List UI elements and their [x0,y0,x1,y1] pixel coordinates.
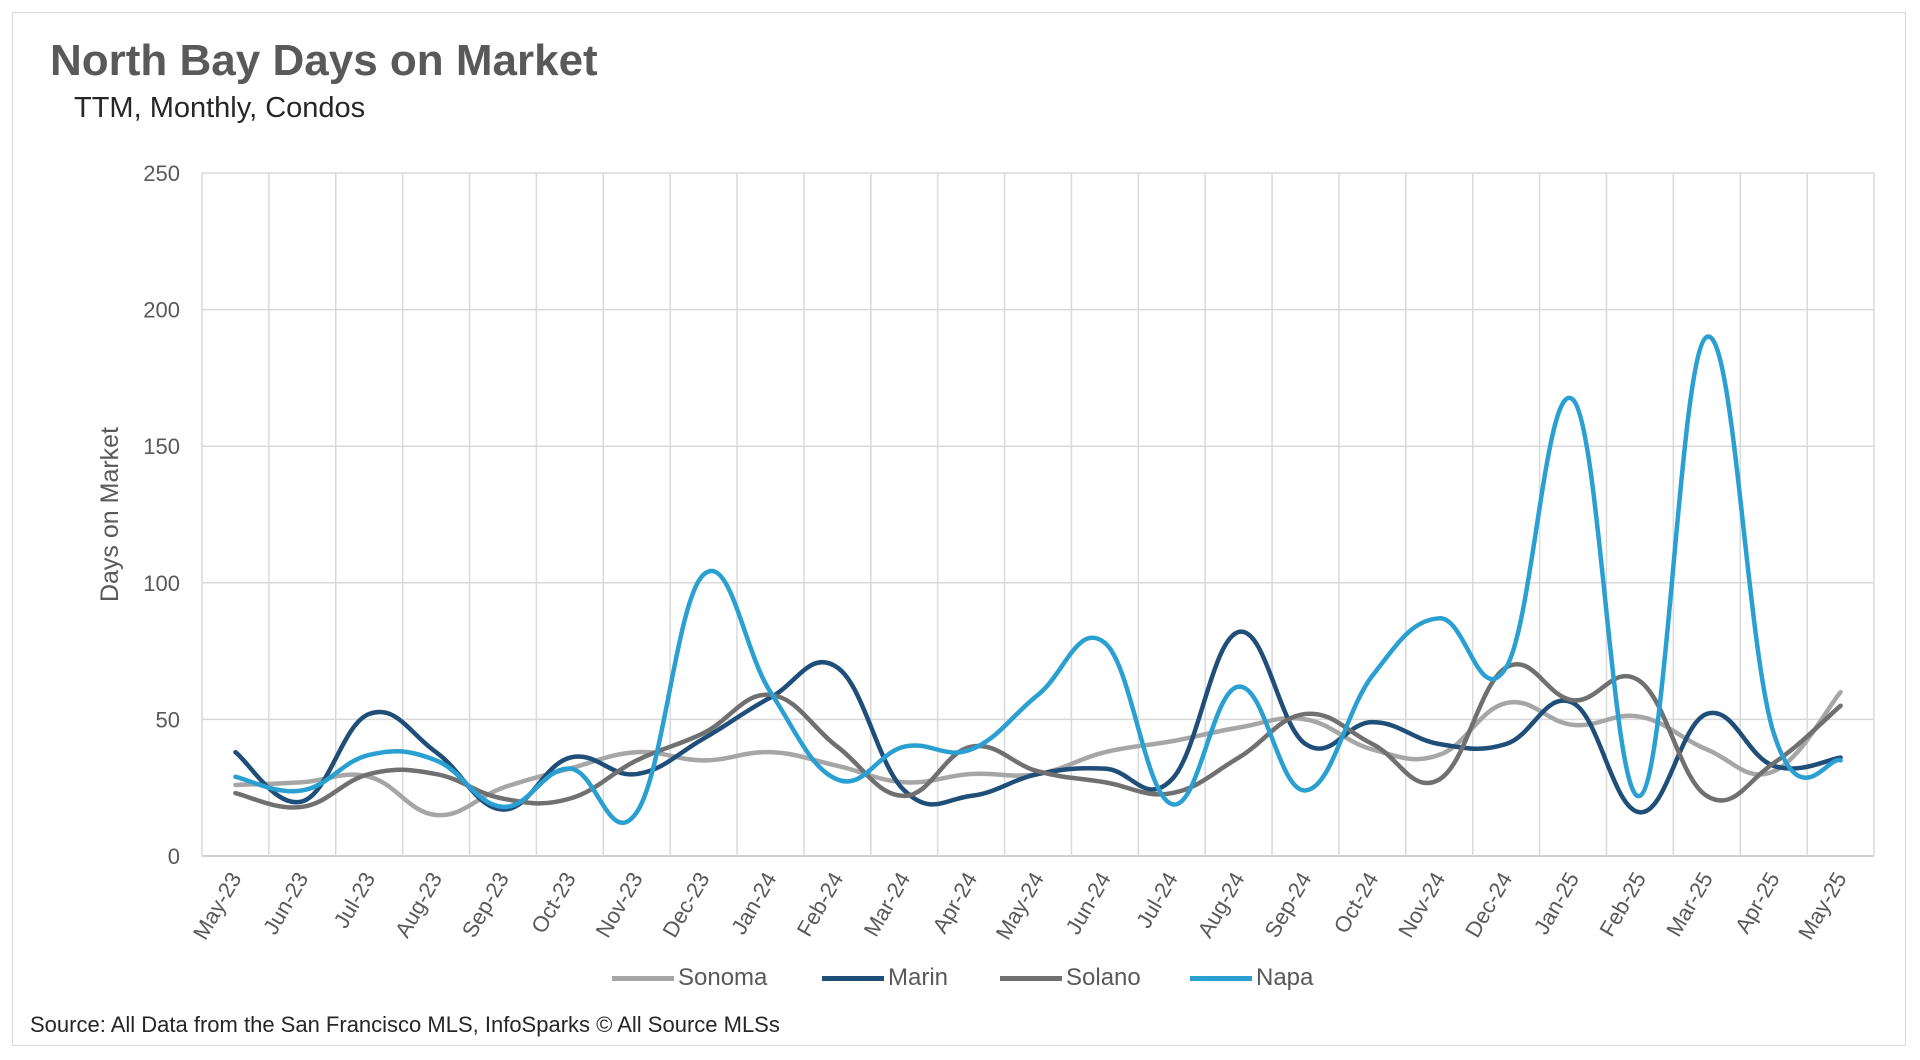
x-tick-label: Mar-25 [1661,868,1717,941]
legend-item-sonoma: Sonoma [612,962,767,994]
x-tick-label: Jan-24 [726,868,781,939]
x-tick-label: Feb-24 [792,868,849,941]
legend-label: Napa [1256,964,1314,991]
x-tick-label: Jun-24 [1061,868,1116,939]
x-tick-label: Nov-24 [1393,868,1450,942]
y-tick-label: 50 [156,707,180,732]
legend-swatch [1000,975,1062,981]
chart-legend: Sonoma Marin Solano Napa [0,962,1920,994]
x-tick-label: May-25 [1793,868,1851,944]
series-line-napa [233,334,1843,825]
chart-title: North Bay Days on Market [50,36,598,85]
x-tick-label: Mar-24 [859,868,915,941]
x-tick-label: Sep-24 [1259,868,1316,942]
series-line-solano [233,662,1843,810]
x-tick-label: Aug-24 [1193,868,1250,942]
legend-label: Solano [1066,964,1141,991]
legend-label: Sonoma [678,964,768,991]
legend-item-solano: Solano [1000,962,1141,994]
x-tick-label: May-24 [991,868,1049,944]
x-tick-label: Oct-23 [526,868,581,938]
x-tick-label: Oct-24 [1329,868,1384,938]
x-tick-label: Dec-24 [1460,868,1517,942]
y-tick-label: 150 [143,434,180,459]
x-tick-label: Aug-23 [390,868,447,942]
chart-subtitle: TTM, Monthly, Condos [74,92,366,124]
chart-frame [12,12,1906,1046]
legend-swatch [612,975,674,981]
y-tick-label: 100 [143,571,180,596]
legend-swatch [1190,975,1252,981]
series-line-marin [233,629,1843,815]
x-tick-label: Apr-24 [927,868,982,938]
x-tick-label: Dec-23 [657,868,714,942]
y-axis-label: Days on Market [96,427,124,602]
x-tick-label: Apr-25 [1730,868,1785,938]
x-tick-label: Feb-25 [1594,868,1651,941]
y-tick-label: 200 [143,298,180,323]
x-tick-label: Sep-23 [457,868,514,942]
legend-item-napa: Napa [1190,962,1313,994]
legend-label: Marin [888,964,949,991]
x-tick-label: Nov-23 [591,868,648,942]
y-tick-label: 0 [168,844,180,869]
x-tick-label: Jul-24 [1131,868,1183,932]
source-note: Source: All Data from the San Francisco … [30,1012,780,1037]
x-tick-label: Jul-23 [329,868,381,932]
x-tick-label: Jan-25 [1529,868,1584,939]
y-tick-label: 250 [143,161,180,186]
x-tick-label: May-23 [188,868,246,944]
legend-item-marin: Marin [822,962,948,994]
x-tick-label: Jun-23 [258,868,313,939]
legend-swatch [822,975,884,981]
